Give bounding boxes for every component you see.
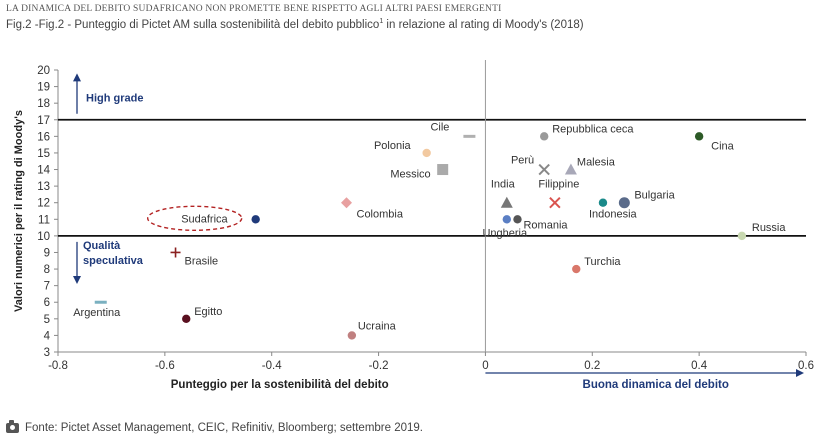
y-tick-label: 8 (44, 264, 50, 276)
point-label-indonesia: Indonesia (589, 209, 638, 221)
y-tick-label: 13 (37, 181, 50, 193)
x-tick-label: -0.4 (262, 360, 282, 372)
high-grade-arrow-head (73, 73, 81, 82)
point-cile (463, 134, 476, 138)
point-sudafrica (251, 215, 260, 224)
point-label-colombia: Colombia (357, 209, 404, 221)
point-label-turchia: Turchia (584, 256, 621, 268)
point-label-ucraina: Ucraina (358, 320, 397, 332)
y-tick-label: 16 (37, 131, 50, 143)
scatter-chart: 3 4 5 6 7 8 9 10 11 12 13 14 15 16 17 18 19 20 -0.8 -0.6 -0.… (13, 60, 814, 391)
point-romania (513, 215, 522, 224)
y-tick-label: 14 (37, 165, 50, 177)
x-tick-label: 0.6 (798, 360, 814, 372)
point-label-cina: Cina (711, 140, 735, 152)
x-tick-label: 0 (482, 360, 488, 372)
source-note: Fonte: Pictet Asset Management, CEIC, Re… (25, 422, 424, 434)
point-bulgaria (618, 197, 630, 209)
point-per- (538, 163, 550, 176)
point-label-filippine: Filippine (538, 179, 579, 191)
point-egitto (182, 314, 191, 324)
y-tick-label: 7 (44, 281, 50, 293)
x-tick-label: -0.6 (155, 360, 175, 372)
chart-footer: Fonte: Pictet Asset Management, CEIC, Re… (6, 420, 424, 434)
point-argentina (94, 300, 107, 304)
y-tick-label: 4 (44, 330, 51, 342)
point-label-cile: Cile (430, 121, 449, 133)
y-tick-label: 19 (37, 82, 50, 94)
highlight-ellipse (146, 205, 243, 231)
point-filippine (549, 196, 561, 209)
point-label-argentina: Argentina (73, 307, 121, 319)
point-label-romania: Romania (523, 219, 568, 231)
caption-tail: in relazione al rating di Moody's (2018) (383, 18, 584, 31)
point-label-egitto: Egitto (194, 306, 222, 318)
caption-main: Fig.2 -Fig.2 - Punteggio di Pictet AM su… (6, 18, 380, 31)
caption-footnote-mark: 1 (379, 18, 384, 25)
y-tick-label: 9 (44, 247, 50, 259)
point-malesia (564, 163, 577, 175)
point-label-bulgaria: Bulgaria (634, 190, 675, 202)
point-label-ungheria: Ungheria (482, 227, 528, 239)
chart-kicker: LA DINAMICA DEL DEBITO SUDAFRICANO NON P… (6, 4, 502, 14)
point-colombia (341, 197, 353, 209)
x-tick-label: -0.8 (48, 360, 68, 372)
point-label-brasile: Brasile (185, 255, 219, 267)
good-dynamics-arrow-head (796, 369, 804, 377)
y-tick-label: 17 (37, 115, 50, 127)
camera-icon (6, 420, 19, 433)
y-tick-label: 11 (38, 214, 50, 226)
y-tick-label: 20 (37, 65, 50, 77)
point-label-per-: Perù (511, 155, 534, 167)
y-tick-label: 5 (44, 314, 50, 326)
chart-caption: Fig.2 -Fig.2 - Punteggio di Pictet AM su… (6, 18, 584, 31)
point-russia (737, 231, 747, 241)
x-tick-label: 0.4 (691, 360, 708, 372)
speculative-arrow-head (73, 275, 81, 284)
point-label-malesia: Malesia (577, 157, 616, 169)
y-tick-label: 12 (37, 198, 50, 210)
y-tick-label: 3 (44, 347, 50, 359)
y-tick-label: 10 (37, 231, 50, 243)
point-label-polonia: Polonia (374, 140, 412, 152)
y-tick-label: 18 (37, 98, 50, 110)
speculative-annotation-line2: speculativa (83, 255, 144, 267)
point-label-india: India (491, 179, 516, 191)
point-messico (437, 164, 449, 176)
point-india (500, 196, 513, 208)
y-axis-label: Valori numerici per il rating di Moody's (13, 110, 25, 312)
y-tick-label: 6 (44, 297, 50, 309)
point-polonia (422, 148, 431, 158)
point-label-messico: Messico (390, 169, 430, 181)
x-axis-label: Punteggio per la sostenibilità del debit… (171, 379, 389, 391)
point-label-sudafrica: Sudafrica (181, 213, 228, 225)
point-cina (694, 132, 704, 141)
high-grade-annotation: High grade (86, 92, 143, 104)
x-tick-label: -0.2 (369, 360, 389, 372)
point-brasile (170, 247, 181, 258)
point-indonesia (598, 198, 608, 207)
point-repubblica-ceca (540, 132, 549, 141)
point-turchia (572, 264, 581, 274)
x-tick-label: 0.2 (584, 360, 600, 372)
point-ucraina (347, 331, 357, 340)
point-ungheria (502, 215, 511, 224)
good-dynamics-annotation: Buona dinamica del debito (583, 379, 729, 391)
y-tick-label: 15 (37, 148, 50, 160)
speculative-annotation-line1: Qualità (83, 240, 121, 252)
point-label-repubblica-ceca: Repubblica ceca (552, 123, 634, 135)
point-label-russia: Russia (752, 222, 787, 234)
